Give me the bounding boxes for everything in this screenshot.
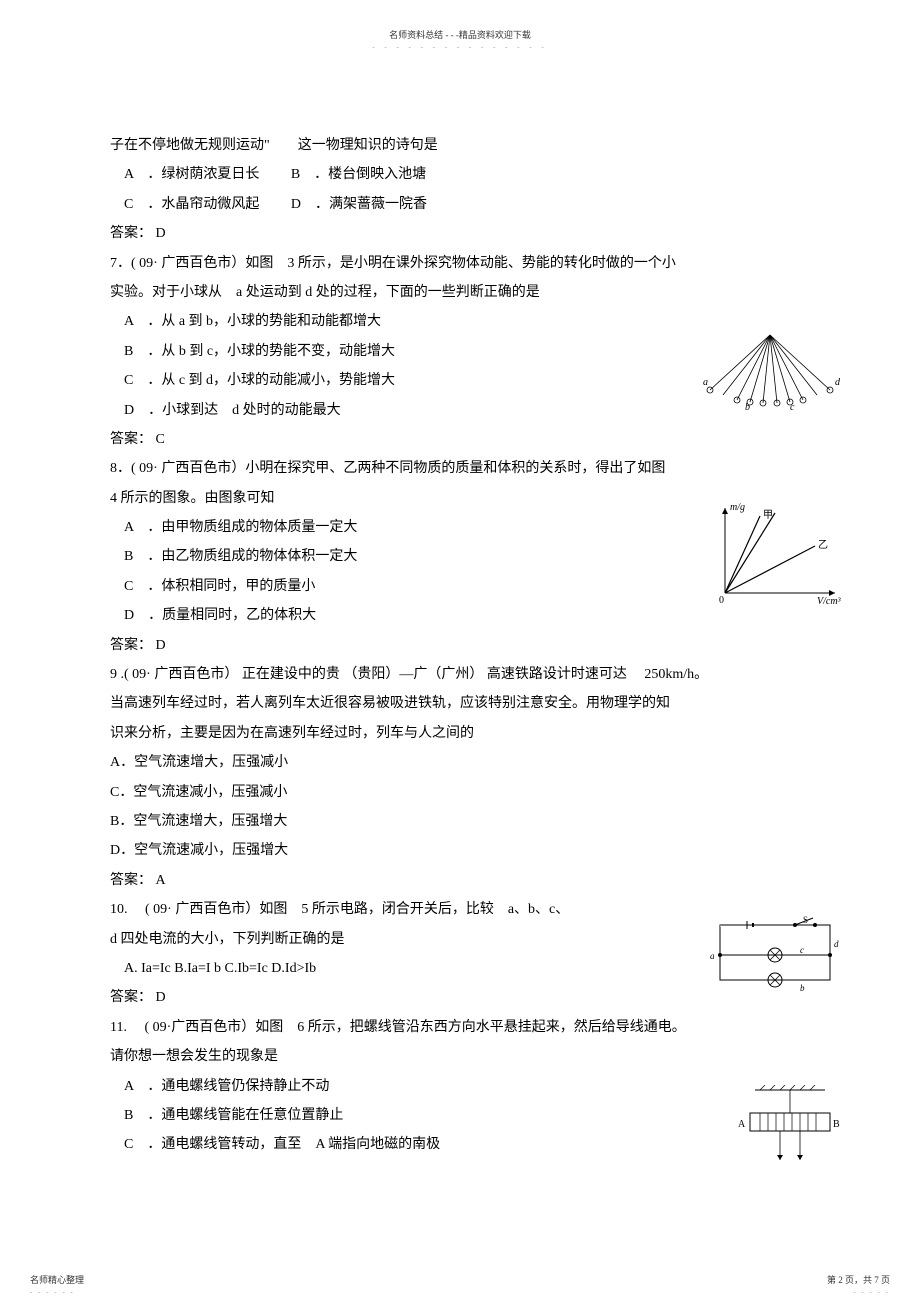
figure-3: a b c d [695, 330, 845, 410]
question-line: 7．( 09· 广西百色市）如图 3 所示，是小明在课外探究物体动能、势能的转化… [110, 249, 810, 278]
label-d: d [834, 939, 839, 949]
footer-left: 名师精心整理 - - - - - - [30, 1273, 84, 1296]
label-a: a [710, 951, 715, 961]
text-line: 当高速列车经过时，若人离列车太近很容易被吸进铁轨，应该特别注意安全。用物理学的知 [110, 689, 810, 718]
q9-speed: 250km/h。 [644, 667, 708, 682]
label-a: a [703, 377, 708, 388]
footer-right: 第 2 页，共 7 页 - - - - - [827, 1273, 890, 1296]
option-line: A ．绿树荫浓夏日长 B ．楼台倒映入池塘 [110, 160, 810, 189]
question-line: 9 .( 09· 广西百色市） 正在建设中的贵 （贵阳）—广（广州） 高速铁路设… [110, 660, 810, 689]
question-line: 8．( 09· 广西百色市）小明在探究甲、乙两种不同物质的质量和体积的关系时，得… [110, 454, 810, 483]
q9-text: 9 .( 09· 广西百色市） 正在建设中的贵 （贵阳）—广（广州） 高速铁路设… [110, 667, 627, 682]
option-line: D．空气流速减小，压强增大 [110, 836, 810, 865]
figure-5: a b c d S [705, 915, 845, 995]
line2-label: 乙 [818, 539, 828, 551]
option-line: B ．通电螺线管能在任意位置静止 [110, 1101, 810, 1130]
option-line: C ．水晶帘动微风起 D ．满架蔷薇一院香 [110, 190, 810, 219]
solenoid-diagram-icon: A B [735, 1085, 845, 1170]
footer-right-dots: - - - - - [853, 1288, 890, 1296]
label-c: c [790, 402, 795, 410]
text-line: 子在不停地做无规则运动" 这一物理知识的诗句是 [110, 131, 810, 160]
label-c: c [800, 945, 804, 955]
circuit-diagram-icon: a b c d S [705, 915, 845, 995]
origin-label: 0 [719, 595, 724, 606]
text-line: 识来分析，主要是因为在高速列车经过时，列车与人之间的 [110, 719, 810, 748]
text-line: 请你想一想会发生的现象是 [110, 1042, 810, 1071]
page-header: 名师资料总结 - - -精品资料欢迎下载 [0, 0, 920, 41]
answer-line: 答案： D [110, 219, 810, 248]
option-b: B ．楼台倒映入池塘 [291, 167, 426, 182]
x-label: V/cm³ [817, 596, 842, 607]
label-d: d [835, 377, 841, 388]
y-label: m/g [730, 502, 745, 513]
label-b: b [745, 402, 750, 410]
header-title: 名师资料总结 - - -精品资料欢迎下载 [389, 30, 531, 40]
option-line: A ．通电螺线管仍保持静止不动 [110, 1072, 810, 1101]
text-line: 实验。对于小球从 a 处运动到 d 处的过程，下面的一些判断正确的是 [110, 278, 810, 307]
question-line: 11. ( 09·广西百色市）如图 6 所示，把螺线管沿东西方向水平悬挂起来，然… [110, 1013, 810, 1042]
footer-left-dots: - - - - - - [30, 1288, 75, 1296]
figure-4: m/g V/cm³ 0 甲 乙 [705, 498, 845, 608]
option-d: D ．满架蔷薇一院香 [291, 197, 427, 212]
footer-left-text: 名师精心整理 [30, 1275, 84, 1285]
option-line: C．空气流速减小，压强减小 [110, 778, 810, 807]
option-line: B．空气流速增大，压强增大 [110, 807, 810, 836]
label-b: b [800, 983, 805, 993]
option-line: A．空气流速增大，压强减小 [110, 748, 810, 777]
header-sub: - - - - - - - - - - - - - - - [0, 43, 920, 51]
option-line: C ．通电螺线管转动，直至 A 端指向地磁的南极 [110, 1130, 810, 1159]
footer-right-text: 第 2 页，共 7 页 [827, 1275, 890, 1285]
mass-volume-graph-icon: m/g V/cm³ 0 甲 乙 [705, 498, 845, 608]
answer-line: 答案： D [110, 631, 810, 660]
answer-line: 答案： C [110, 425, 810, 454]
label-s: S [803, 915, 808, 925]
label-A: A [738, 1119, 746, 1130]
label-B: B [833, 1119, 840, 1130]
line1-label: 甲 [763, 510, 773, 521]
pendulum-diagram-icon: a b c d [695, 330, 845, 410]
option-c: C ．水晶帘动微风起 [124, 197, 259, 212]
answer-line: 答案： A [110, 866, 810, 895]
option-a: A ．绿树荫浓夏日长 [124, 167, 259, 182]
figure-6: A B [735, 1085, 845, 1170]
